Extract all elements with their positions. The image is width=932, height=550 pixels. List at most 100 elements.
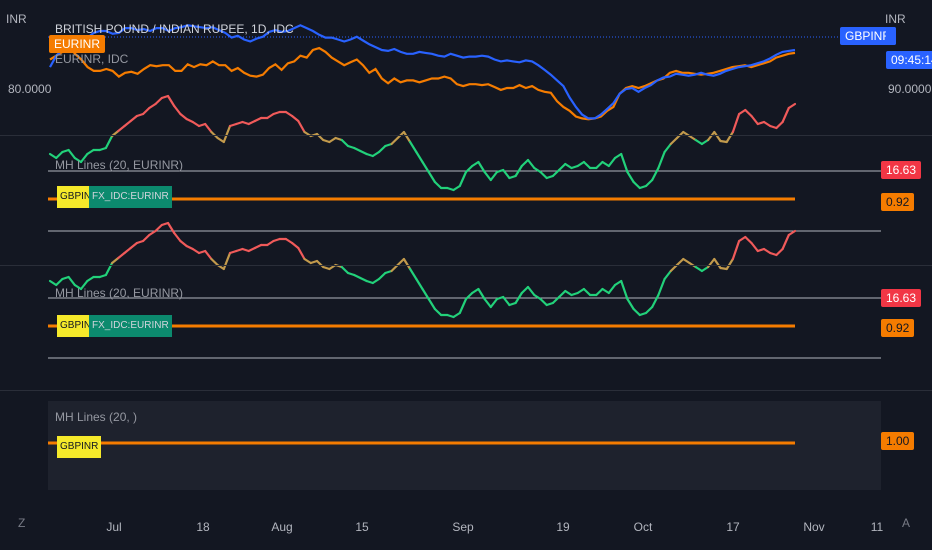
pane3-value-mid: 1.00 [881,432,915,450]
x-tick-label: Jul [106,520,122,534]
pane2-spread-segment [129,241,138,250]
pane2-spread-segment [377,271,387,281]
pane1-spread-segment [489,170,499,182]
pane2-spread-segment [179,239,188,248]
pane-separator[interactable] [0,135,932,136]
pane1-spread-segment [644,178,654,188]
pane2-spread-segment [402,257,412,271]
pane2-spread-segment [700,265,710,273]
x-tick-label: Nov [803,520,825,534]
pane2-spread-segment [669,263,679,273]
pane2-spread-segment [110,256,120,265]
pane2-spread-segment [123,246,132,255]
pane1-spread-segment [104,134,114,150]
pane2-spread-segment [409,267,418,281]
pane2-spread-segment [390,263,399,273]
pane2-spread-segment [644,305,654,315]
pane2-spread-segment [452,311,461,319]
pane1-spread-segment [328,136,337,144]
pane1-spread-segment [632,180,641,190]
pane2-spread-segment [166,221,176,235]
pane2-spread-segment [750,241,759,253]
pane2-spread-segment [228,249,238,255]
right-scale-unit: INR [885,12,906,26]
pane1-spread-segment [409,140,418,154]
pane2-spread-segment [483,297,492,309]
pane2-spread-segment [520,285,530,295]
pane1-spread-segment [557,162,567,172]
pane1-spread-segment [123,119,132,128]
x-tick-label: Aug [271,520,293,534]
pane1-spread-segment [415,150,424,164]
pane1-spread-segment [359,149,368,156]
auto-scale-icon[interactable]: A [902,516,911,530]
pane1-spread-segment [626,170,635,184]
right-scale-value: 90.0000 [888,82,932,96]
pane1-spread-segment [67,148,76,160]
pane-separator[interactable] [0,390,932,391]
pane1-spread-segment [191,120,201,128]
main-title: BRITISH POUND / INDIAN RUPEE, 1D, IDC [55,22,294,36]
pane1-spread-segment [688,134,697,142]
pane1-spread-segment [706,130,716,142]
pane1-spread-segment [564,162,573,170]
pane1-spread-segment [291,114,300,123]
pane2-spread-segment [731,239,741,261]
pane1-spread-segment [613,152,623,160]
pane2-spread-segment [651,293,660,309]
left-scale-unit: INR [6,12,27,26]
pane1-spread-segment [576,160,586,168]
pane2-spread-segment [737,235,747,243]
pane1-spread-segment [539,170,548,180]
pane1-spread-segment [228,122,238,128]
pane2-spread-segment [502,295,511,307]
pane2-spread-segment [204,249,213,261]
pane1-spread-segment [663,142,672,154]
pane1-spread-segment [607,156,617,168]
pane1-spread-segment [700,138,710,146]
pane2-spread-segment [781,233,790,251]
pane2-spread-segment [576,287,586,295]
pane1-spread-segment [775,120,784,130]
pane1-spread-segment [533,166,542,174]
pane1-eurinr-tag: FX_IDC:EURINR [89,186,172,208]
pane2-spread-segment [297,246,306,261]
pane2-spread-segment [533,293,542,301]
pane1-spread-segment [148,102,157,110]
pane1-spread-segment [713,130,722,143]
eurinr-symbol-tag[interactable]: EURINR [49,35,106,53]
left-scale-value: 80.0000 [8,82,52,96]
pane2-spread-segment [86,275,95,283]
pane2-spread-segment [191,247,201,255]
pane2-spread-segment [142,233,151,243]
pane1-spread-segment [669,136,679,146]
gbpinr-price-label [886,27,896,45]
pane1-spread-segment [222,124,232,144]
gbpinr-symbol-tag[interactable]: GBPINR [840,27,897,45]
pane1-spread-segment [744,108,753,118]
pane2-spread-segment [266,239,275,247]
pane2-spread-segment [427,297,436,311]
pane1-spread-segment [86,148,95,156]
pane2-spread-segment [340,265,350,275]
pane1-spread-segment [166,94,176,108]
main-subtitle: EURINR, IDC [55,52,129,66]
x-tick-label: 17 [726,520,740,534]
pane1-spread-segment [520,158,530,168]
pane1-spread-segment [402,130,412,144]
pane2-spread-segment [415,277,424,291]
pane2-spread-segment [682,257,691,265]
pane2-spread-segment [396,257,405,267]
pane2-spread-segment [247,246,256,253]
goto-date-icon[interactable]: Z [18,516,26,530]
pane1-spread-segment [154,96,163,106]
x-tick-label: 11 [870,520,884,534]
pane-separator[interactable] [0,265,932,266]
pane2-spread-segment [185,244,194,251]
pane2-value-top: 16.63 [881,289,922,307]
pane2-spread-segment [284,237,294,245]
pane2-spread-segment [67,275,76,287]
pane2-spread-segment [607,283,617,295]
pane2-spread-segment [620,279,629,301]
